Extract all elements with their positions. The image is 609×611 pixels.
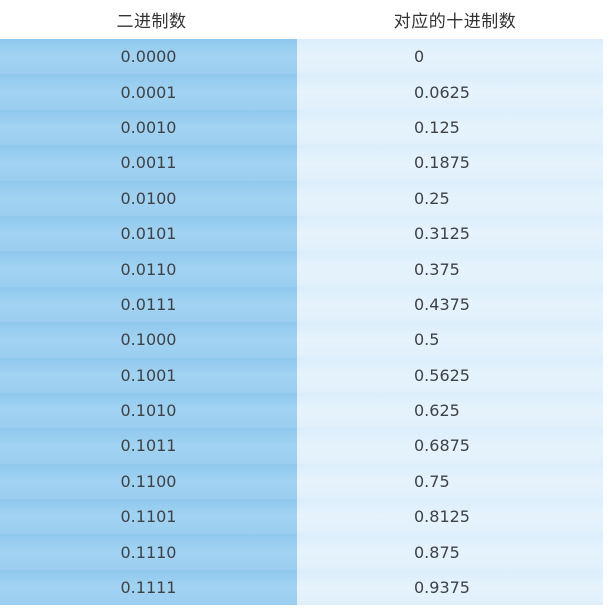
table-row: 0.0100 0.25: [0, 180, 603, 216]
table-row: 0.0011 0.1875: [0, 145, 603, 181]
decimal-cell: 0.3125: [297, 215, 603, 252]
binary-cell: 0.0110: [0, 251, 297, 287]
table-row: 0.0110 0.375: [0, 251, 603, 287]
decimal-cell: 0.75: [297, 463, 603, 500]
decimal-cell: 0.375: [297, 251, 603, 287]
decimal-cell: 0.875: [297, 534, 603, 570]
decimal-cell: 0.5625: [297, 357, 603, 393]
decimal-cell: 0.0625: [297, 74, 603, 110]
table-row: 0.1111 0.9375: [0, 569, 603, 606]
decimal-cell: 0.4375: [297, 286, 603, 323]
binary-cell: 0.1000: [0, 322, 297, 358]
table-row: 0.1010 0.625: [0, 392, 603, 429]
table-body: 0.0000 0 0.0001 0.0625 0.0010 0.125 0.0011 0.18…: [0, 39, 603, 606]
binary-cell: 0.0010: [0, 109, 297, 146]
table-row: 0.1001 0.5625: [0, 357, 603, 393]
binary-cell: 0.0101: [0, 215, 297, 252]
binary-cell: 0.1110: [0, 534, 297, 570]
decimal-cell: 0.125: [297, 109, 603, 146]
binary-cell: 0.1010: [0, 392, 297, 429]
decimal-cell: 0.625: [297, 392, 603, 429]
header-decimal: 对应的十进制数: [297, 0, 603, 39]
table-row: 0.0010 0.125: [0, 109, 603, 146]
table-row: 0.0001 0.0625: [0, 74, 603, 110]
binary-cell: 0.1011: [0, 428, 297, 464]
binary-cell: 0.0000: [0, 39, 297, 75]
decimal-cell: 0.8125: [297, 499, 603, 535]
binary-cell: 0.0100: [0, 180, 297, 216]
binary-cell: 0.0111: [0, 286, 297, 323]
decimal-cell: 0.6875: [297, 428, 603, 464]
binary-cell: 0.1100: [0, 463, 297, 500]
table-row: 0.1101 0.8125: [0, 499, 603, 535]
binary-cell: 0.1101: [0, 499, 297, 535]
decimal-cell: 0: [297, 39, 603, 75]
bottom-margin: [0, 606, 603, 611]
table-header: 二进制数 对应的十进制数: [0, 0, 603, 39]
binary-cell: 0.0011: [0, 145, 297, 181]
binary-cell: 0.1001: [0, 357, 297, 393]
table-row: 0.1100 0.75: [0, 463, 603, 500]
table-row: 0.0101 0.3125: [0, 215, 603, 252]
decimal-cell: 0.5: [297, 322, 603, 358]
binary-cell: 0.0001: [0, 74, 297, 110]
table-row: 0.0111 0.4375: [0, 286, 603, 323]
decimal-cell: 0.25: [297, 180, 603, 216]
binary-cell: 0.1111: [0, 569, 297, 606]
table-row: 0.1110 0.875: [0, 534, 603, 570]
header-binary: 二进制数: [0, 0, 297, 39]
decimal-cell: 0.1875: [297, 145, 603, 181]
table-row: 0.1011 0.6875: [0, 428, 603, 464]
table-row: 0.1000 0.5: [0, 322, 603, 358]
decimal-cell: 0.9375: [297, 569, 603, 606]
header-row: 二进制数 对应的十进制数: [0, 0, 603, 39]
table-row: 0.0000 0: [0, 39, 603, 75]
